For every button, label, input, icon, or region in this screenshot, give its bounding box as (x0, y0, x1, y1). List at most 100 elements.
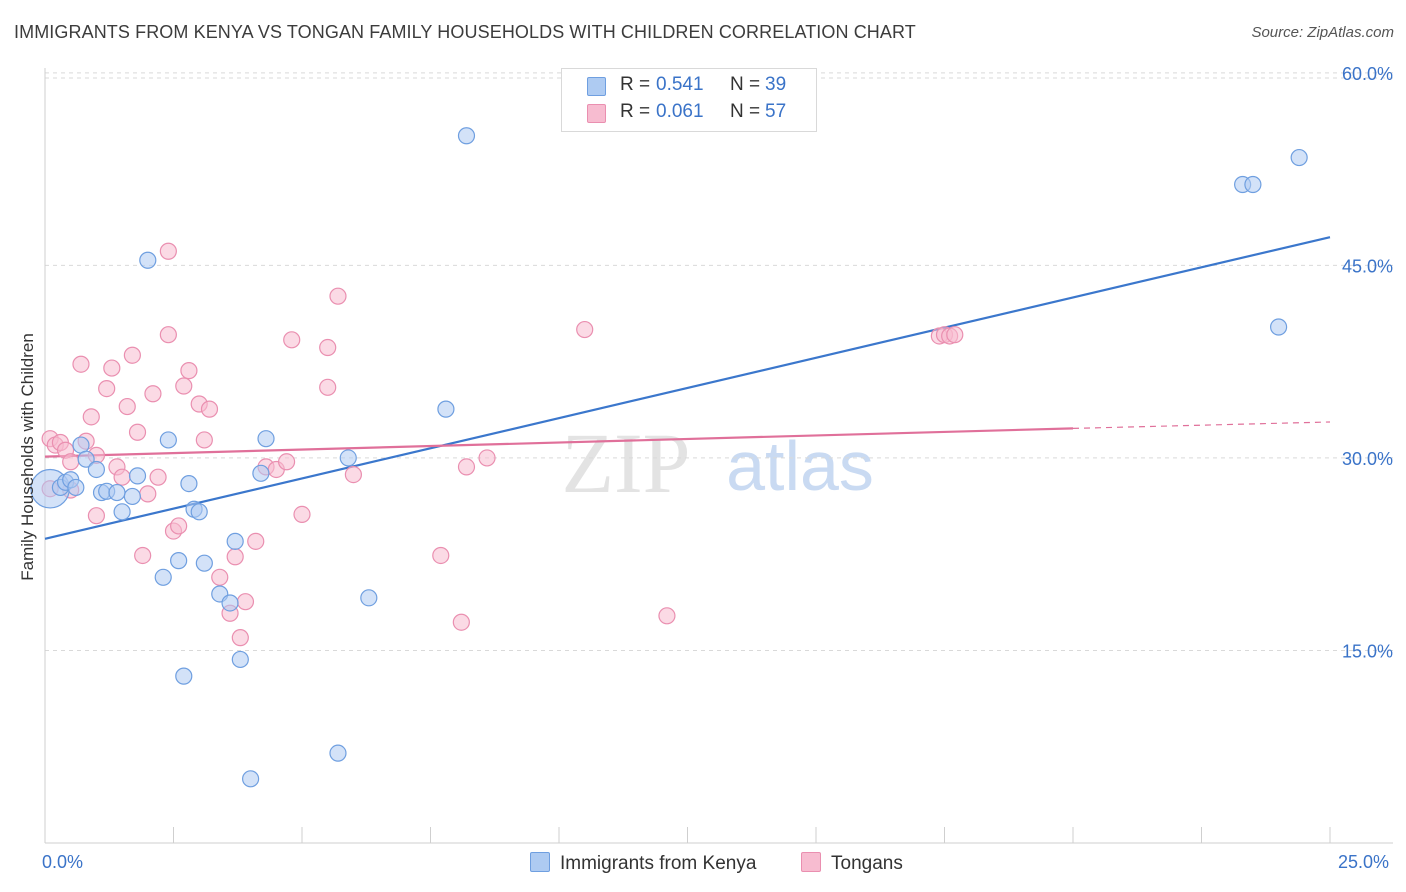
tongans-legend-swatch (801, 852, 821, 872)
tongan-point (149, 468, 167, 486)
tongan-point (62, 453, 80, 471)
tongan-point (319, 338, 337, 357)
tongan-point (170, 517, 188, 535)
kenya-point (123, 487, 141, 506)
kenya-point (457, 127, 476, 145)
kenya-point (329, 744, 347, 762)
r-value: 0.541 (656, 74, 704, 95)
tongan-point (72, 355, 90, 373)
r-label: R = (620, 74, 651, 95)
y-axis-label: Family Households with Children (18, 333, 37, 581)
chart-title: IMMIGRANTS FROM KENYA VS TONGAN FAMILY H… (14, 22, 916, 42)
kenya-point (139, 251, 157, 269)
tongan-point (658, 607, 676, 625)
data-points (30, 127, 1308, 788)
kenya-point (195, 554, 213, 572)
tongan-point (231, 629, 249, 647)
kenya-point (175, 667, 193, 685)
kenya-point (231, 650, 249, 669)
tongan-point (283, 331, 301, 349)
tongans-swatch (587, 104, 606, 123)
kenya-point (180, 474, 198, 493)
r-value: 0.061 (656, 101, 704, 122)
tongan-point (576, 320, 594, 339)
watermark-zip: ZIP (562, 415, 691, 511)
kenya-point (113, 503, 131, 521)
kenya-point (77, 450, 95, 468)
kenya-point (1269, 318, 1288, 336)
x-min-label: 0.0% (42, 852, 84, 872)
tongan-trend-extension (1072, 421, 1331, 429)
source-note: Source: ZipAtlas.com (1251, 24, 1394, 41)
tongan-point (211, 568, 229, 586)
kenya-point (226, 532, 244, 550)
kenya-point (87, 460, 106, 479)
tongan-point (180, 362, 198, 380)
kenya-point (190, 503, 208, 521)
tongan-point (452, 613, 470, 631)
axes (44, 68, 1393, 844)
kenya-point (242, 770, 260, 788)
tongan-point (144, 385, 162, 403)
kenya-point (154, 568, 172, 586)
y-tick-labels: 15.0% 30.0% 45.0% 60.0% (1342, 64, 1393, 662)
correlation-legend: R = 0.541 N = 39 R = 0.061 N = 57 (561, 68, 817, 132)
kenya-point (108, 483, 126, 502)
watermark-atlas: atlas (726, 427, 874, 505)
tongan-point (200, 400, 219, 418)
tongan-point (87, 507, 106, 525)
gridlines (45, 72, 1393, 651)
tongan-point (329, 287, 347, 305)
tongan-point (319, 378, 337, 396)
tongan-point (226, 548, 244, 566)
tongan-point (128, 423, 147, 441)
y-tick-label: 60.0% (1342, 64, 1393, 84)
tongan-trend-line (44, 427, 1074, 458)
kenya-point (1244, 175, 1262, 194)
kenya-swatch (587, 77, 606, 96)
tongan-point (247, 532, 265, 550)
tongan-point (195, 431, 213, 449)
tongan-point (344, 466, 362, 484)
kenya-point (437, 400, 455, 418)
kenya-legend-swatch (530, 852, 550, 872)
tongan-point (432, 546, 450, 565)
tongan-point (118, 397, 136, 416)
tongan-point (478, 449, 496, 467)
kenya-point (221, 594, 239, 612)
y-tick-label: 15.0% (1342, 641, 1393, 661)
n-label: N = (730, 101, 761, 122)
tongan-point (113, 468, 131, 486)
kenya-point (339, 449, 357, 467)
kenya-point (67, 478, 85, 497)
kenya-point (159, 431, 177, 449)
x-max-label: 25.0% (1338, 852, 1390, 872)
tongan-point (277, 453, 296, 471)
tongan-point (946, 326, 964, 344)
y-tick-label: 30.0% (1342, 449, 1393, 469)
tongan-point (82, 408, 100, 426)
n-label: N = (730, 74, 761, 95)
kenya-point (1290, 148, 1308, 167)
kenya-point (170, 552, 188, 570)
tongan-point (123, 346, 141, 364)
legend-item-kenya: Immigrants from Kenya (530, 852, 756, 875)
tongan-point (98, 380, 116, 398)
tongan-point (159, 242, 177, 260)
kenya-legend-label: Immigrants from Kenya (560, 853, 757, 874)
tongan-point (457, 458, 476, 476)
legend-item-tongans: Tongans (801, 852, 903, 875)
tongan-point (134, 546, 152, 565)
tongan-point (236, 593, 255, 611)
n-value: 57 (765, 101, 787, 122)
tongan-point (103, 359, 121, 377)
y-tick-label: 45.0% (1342, 256, 1393, 276)
tongan-point (175, 377, 193, 395)
trend-lines (44, 236, 1331, 540)
kenya-point (128, 467, 147, 485)
tongan-point (293, 505, 311, 523)
kenya-point (360, 589, 378, 607)
n-value: 39 (765, 74, 787, 95)
tongan-point (139, 485, 157, 503)
